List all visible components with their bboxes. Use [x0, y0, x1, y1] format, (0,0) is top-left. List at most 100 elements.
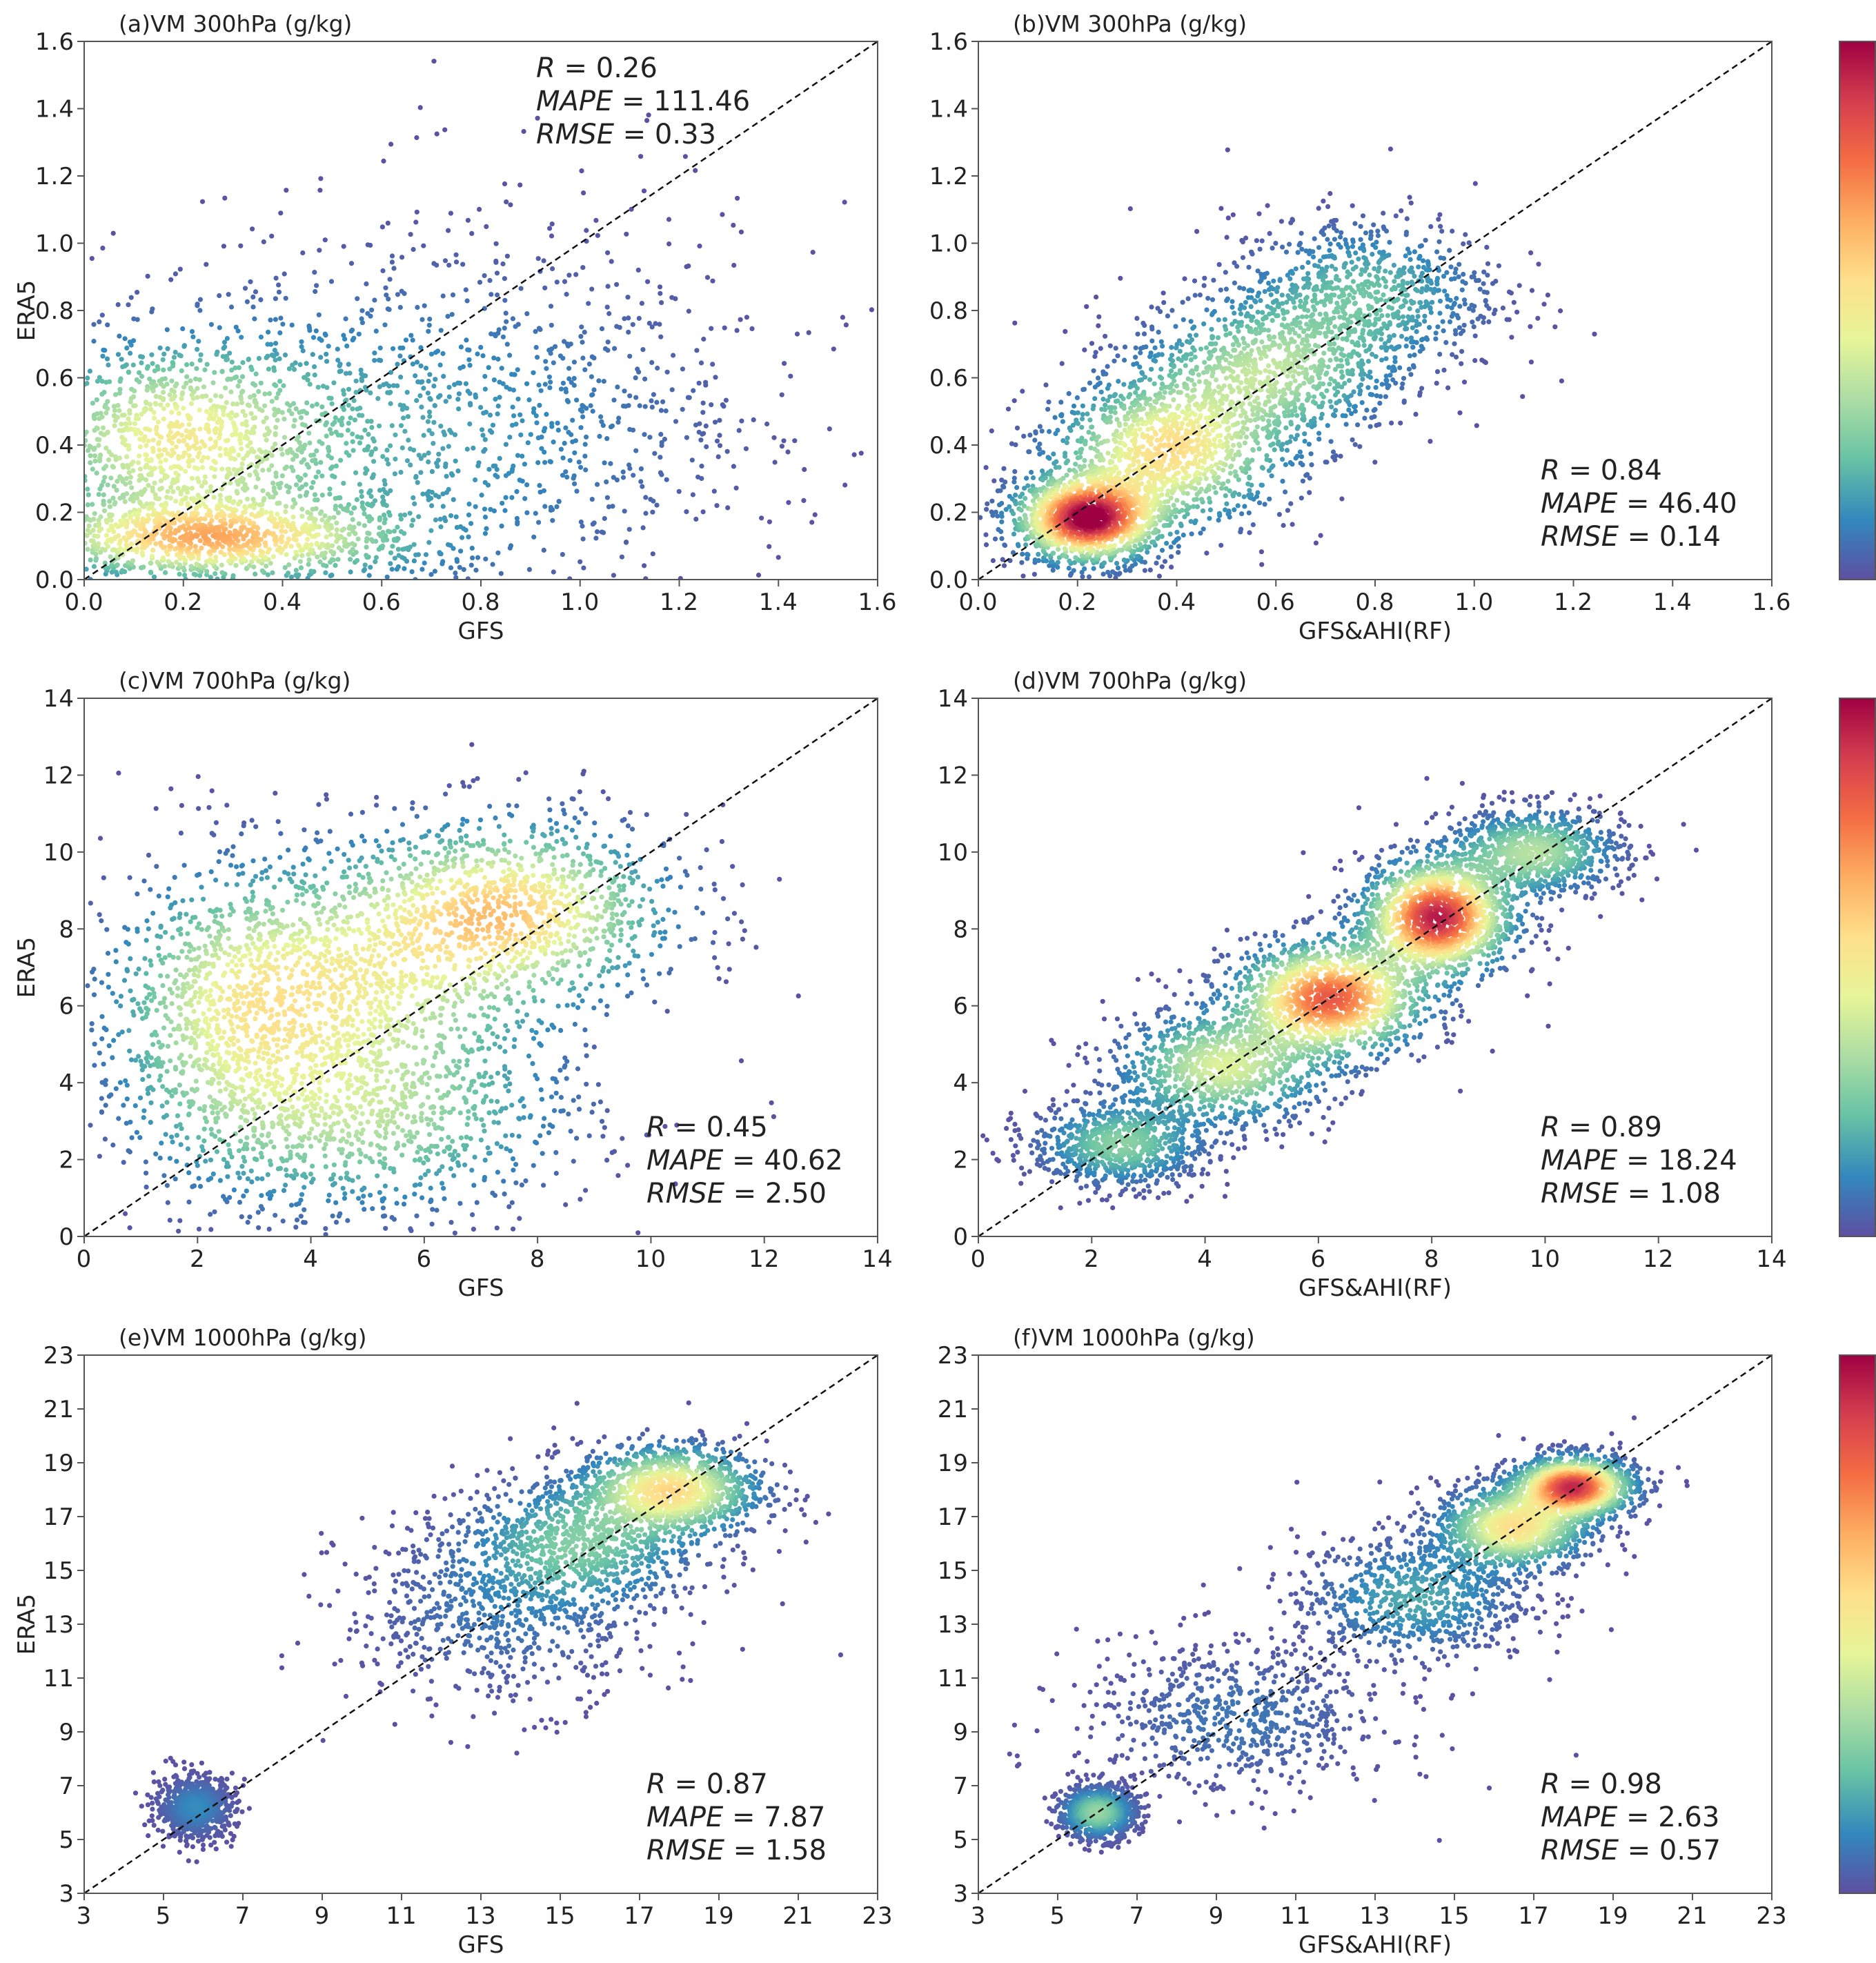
scatter-point [691, 388, 696, 393]
scatter-point [442, 515, 447, 521]
scatter-point [664, 369, 670, 375]
scatter-point [580, 339, 585, 345]
scatter-point [1327, 399, 1333, 404]
scatter-point [651, 392, 657, 397]
scatter-point [1293, 288, 1299, 294]
scatter-point [88, 558, 93, 563]
scatter-point [168, 511, 173, 517]
scatter-point [1138, 377, 1145, 383]
scatter-point [117, 333, 122, 339]
scatter-point [255, 525, 261, 531]
scatter-point [1058, 399, 1064, 405]
scatter-point [574, 397, 580, 403]
scatter-point [395, 362, 400, 367]
scatter-point [858, 451, 864, 456]
scatter-point [1216, 511, 1222, 516]
scatter-point [318, 460, 324, 465]
scatter-point [181, 484, 187, 490]
scatter-point [1115, 565, 1121, 571]
scatter-point [1149, 304, 1154, 310]
scatter-point [128, 475, 133, 480]
scatter-point [271, 368, 277, 373]
scatter-point [1103, 371, 1109, 377]
scatter-point [600, 423, 606, 428]
scatter-point [1056, 464, 1062, 470]
scatter-point [341, 333, 346, 338]
scatter-point [1305, 326, 1311, 332]
scatter-point [1207, 355, 1212, 361]
scatter-point [428, 572, 434, 578]
scatter-point [451, 497, 456, 502]
scatter-point [122, 437, 128, 443]
scatter-point [1033, 431, 1038, 436]
scatter-point [475, 351, 480, 357]
scatter-point [524, 510, 530, 515]
scatter-point [1398, 304, 1404, 310]
scatter-point [411, 495, 416, 501]
scatter-point [533, 344, 539, 351]
scatter-point [160, 357, 166, 362]
scatter-point [1535, 315, 1541, 321]
scatter-point [121, 514, 126, 520]
scatter-point [626, 329, 631, 335]
scatter-point [1207, 515, 1212, 521]
scatter-point [385, 390, 391, 395]
scatter-point [148, 406, 154, 412]
scatter-point [163, 457, 168, 463]
scatter-point [1450, 228, 1455, 234]
scatter-point [1309, 424, 1314, 430]
scatter-point [1190, 326, 1196, 331]
scatter-point [299, 460, 304, 465]
scatter-point [1284, 299, 1290, 305]
scatter-point [1189, 531, 1194, 537]
scatter-point [1159, 352, 1165, 357]
scatter-point [1236, 328, 1241, 334]
scatter-point [515, 453, 521, 458]
scatter-point [470, 555, 475, 561]
scatter-point [106, 362, 111, 368]
scatter-point [1335, 389, 1341, 395]
scatter-point [1158, 339, 1164, 344]
scatter-point [157, 345, 163, 351]
scatter-point [1528, 359, 1534, 365]
scatter-point [124, 524, 129, 530]
scatter-point [1001, 484, 1007, 490]
scatter-point [381, 158, 386, 164]
scatter-point [95, 378, 100, 384]
scatter-point [225, 377, 230, 382]
scatter-point [1419, 289, 1424, 295]
scatter-point [213, 571, 218, 577]
scatter-point [650, 551, 655, 557]
scatter-point [115, 352, 121, 357]
scatter-point [362, 511, 367, 517]
scatter-point [1134, 553, 1140, 560]
scatter-point [290, 514, 296, 520]
scatter-point [626, 526, 632, 532]
scatter-point [247, 520, 253, 526]
scatter-point [1255, 268, 1261, 274]
scatter-point [649, 324, 655, 330]
scatter-point [1066, 391, 1072, 397]
scatter-point [291, 536, 297, 542]
scatter-point [582, 329, 587, 335]
scatter-point [1357, 444, 1363, 449]
scatter-point [639, 301, 645, 306]
scatter-point [1238, 526, 1244, 532]
scatter-point [324, 385, 330, 391]
scatter-point [167, 543, 172, 549]
stat-rmse-name: RMSE [536, 119, 615, 150]
scatter-point [344, 441, 349, 446]
scatter-point [401, 415, 406, 421]
scatter-point [1355, 422, 1361, 428]
scatter-point [158, 460, 164, 465]
scatter-point [560, 455, 566, 461]
scatter-point [345, 428, 350, 433]
scatter-point [427, 316, 433, 322]
scatter-point [548, 504, 554, 510]
scatter-point [1262, 288, 1267, 295]
scatter-point [1448, 264, 1454, 270]
scatter-point [362, 566, 368, 573]
scatter-point [356, 521, 362, 526]
scatter-point [382, 322, 388, 328]
scatter-point [1164, 540, 1169, 546]
